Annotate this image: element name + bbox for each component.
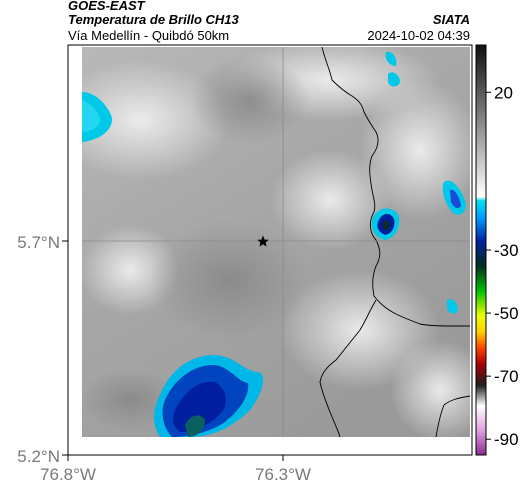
colorbar-tick-label: -30 <box>494 241 519 260</box>
x-tick-label: 76.3°W <box>255 465 311 484</box>
region-label: Vía Medellín - Quibdó 50km <box>68 28 230 43</box>
product-title: Temperatura de Brillo CH13 <box>68 12 239 27</box>
timestamp: 2024-10-02 04:39 <box>367 28 470 43</box>
colorbar-tick-label: -70 <box>494 367 519 386</box>
y-tick-label: 5.2°N <box>17 447 60 466</box>
axis-ticks <box>62 240 284 461</box>
star-icon <box>257 235 269 247</box>
colorbar: 20 -30 -50 -70 -90 <box>475 44 519 456</box>
colorbar-tick-label: -50 <box>494 304 519 323</box>
source-brand: SIATA <box>432 12 470 27</box>
x-tick-label: 76.8°W <box>40 465 96 484</box>
satellite-image <box>82 47 470 437</box>
satellite-name: GOES-EAST <box>68 0 145 13</box>
colorbar-tick-label: -90 <box>494 430 519 449</box>
y-tick-label: 5.7°N <box>17 233 60 252</box>
colorbar-tick-label: 20 <box>494 83 513 102</box>
